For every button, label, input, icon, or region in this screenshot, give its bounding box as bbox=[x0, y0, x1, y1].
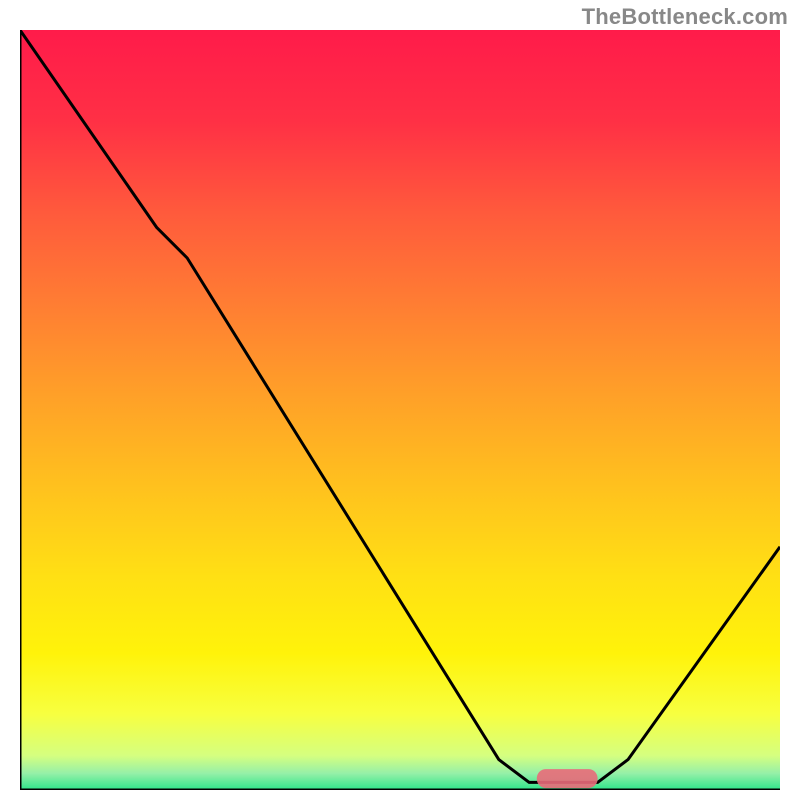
watermark-text: TheBottleneck.com bbox=[582, 4, 788, 30]
chart-background bbox=[20, 30, 780, 790]
bottleneck-curve-chart bbox=[20, 30, 780, 790]
chart-container: TheBottleneck.com bbox=[0, 0, 800, 800]
optimal-range-marker bbox=[537, 769, 598, 788]
